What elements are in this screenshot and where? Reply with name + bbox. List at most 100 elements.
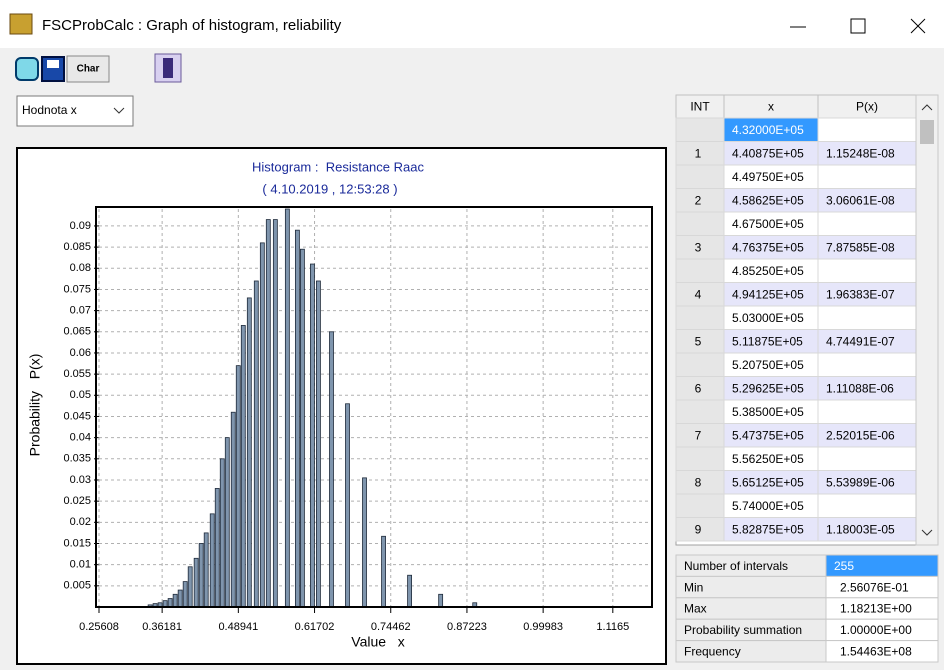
- scroll-down[interactable]: [921, 529, 933, 536]
- scrollbar-thumb[interactable]: [920, 120, 934, 144]
- scrollbar[interactable]: [915, 94, 939, 546]
- close-button[interactable]: [910, 18, 926, 34]
- summary-label: Frequency: [684, 644, 741, 658]
- table-cell-text: 5.20750E+05: [732, 358, 804, 372]
- x-tick-label: 0.74462: [371, 621, 411, 633]
- table-header: x: [768, 100, 774, 114]
- chart-title: Histogram : Resistance Raac: [252, 159, 424, 174]
- table-cell-text: 9: [695, 522, 702, 536]
- table-cell: [817, 399, 917, 424]
- y-tick-label: 0.01: [70, 559, 91, 571]
- table-cell-text: 4.94125E+05: [732, 287, 804, 301]
- y-tick-label: 0.04: [70, 432, 91, 444]
- x-tick-label: 1.1165: [596, 621, 629, 633]
- bar: [172, 593, 178, 608]
- table-cell-text: 5.38500E+05: [732, 405, 804, 419]
- bar: [177, 589, 183, 608]
- x-tick-label: 0.87223: [447, 621, 487, 633]
- summary-value: 2.56076E-01: [840, 580, 909, 594]
- bar: [300, 248, 305, 608]
- window-title: FSCProbCalc : Graph of histogram, reliab…: [42, 17, 342, 34]
- y-tick-label: 0.075: [63, 283, 91, 295]
- dropdown-value: Hodnota x: [22, 103, 77, 117]
- y-tick-label: 0.015: [63, 537, 91, 549]
- table-cell-text: 4.49750E+05: [732, 170, 804, 184]
- bar: [187, 566, 193, 608]
- table-cell: [817, 211, 917, 236]
- table-cell: [675, 493, 725, 518]
- open-button[interactable]: [15, 57, 39, 81]
- bar: [235, 365, 241, 608]
- y-tick-label: 0.08: [70, 262, 91, 274]
- table-cell-text: 1: [695, 146, 702, 160]
- char-button[interactable]: [66, 55, 110, 83]
- y-tick-label: 0.065: [63, 326, 91, 338]
- chart-panel: [16, 147, 667, 665]
- y-tick-label: 0.07: [70, 305, 91, 317]
- y-tick-label: 0.09: [70, 220, 91, 232]
- bar: [224, 437, 230, 608]
- bar: [219, 458, 225, 608]
- table-header: INT: [690, 100, 710, 114]
- plot-frame: [95, 206, 653, 608]
- bar: [345, 403, 350, 608]
- table-cell: [817, 352, 917, 377]
- table-cell-text: 4.85250E+05: [732, 264, 804, 278]
- table-cell-text: 4.40875E+05: [732, 146, 804, 160]
- app-icon: [9, 13, 33, 35]
- table-cell-text: 8: [695, 475, 702, 489]
- y-tick-label: 0.045: [63, 410, 91, 422]
- table-cell-text: 5.53989E-06: [826, 475, 895, 489]
- x-tick-label: 0.36181: [142, 621, 182, 633]
- bar: [265, 219, 271, 608]
- table-cell-text: 4: [695, 287, 702, 301]
- maximize-button[interactable]: [850, 18, 866, 34]
- table-cell-text: 5.74000E+05: [732, 499, 804, 513]
- table-cell-text: 4.76375E+05: [732, 240, 804, 254]
- table-cell-text: 1.15248E-08: [826, 146, 895, 160]
- table-cell-text: 1.18003E-05: [826, 522, 895, 536]
- chart-icon: [163, 58, 173, 78]
- dropdown-arrow: [113, 107, 125, 114]
- table-cell-text: 7.87585E-08: [826, 240, 895, 254]
- x-tick-label: 0.61702: [295, 621, 335, 633]
- summary-label: Min: [684, 580, 703, 594]
- table-cell: [675, 352, 725, 377]
- table-cell: [817, 446, 917, 471]
- table-cell-text: 5.65125E+05: [732, 475, 804, 489]
- summary-value: 1.18213E+00: [840, 602, 912, 616]
- char-button-label: Char: [77, 64, 100, 75]
- y-tick-label: 0.035: [63, 453, 91, 465]
- table-cell-text: 5: [695, 334, 702, 348]
- summary-value: 255: [834, 559, 854, 573]
- table-cell: [675, 211, 725, 236]
- scroll-up[interactable]: [921, 104, 933, 111]
- table-cell-text: 5.47375E+05: [732, 428, 804, 442]
- table-cell: [675, 117, 725, 142]
- bar: [316, 280, 321, 608]
- bar: [310, 263, 315, 608]
- bar: [193, 557, 199, 608]
- y-axis-label: Probability P(x): [27, 354, 43, 457]
- y-tick-label: 0.06: [70, 347, 91, 359]
- bar: [240, 325, 246, 608]
- y-tick-label: 0.03: [70, 474, 91, 486]
- y-tick-label: 0.055: [63, 368, 91, 380]
- table-cell-text: 5.56250E+05: [732, 452, 804, 466]
- bar: [272, 219, 278, 608]
- y-tick-label: 0.02: [70, 516, 91, 528]
- table-cell: [817, 305, 917, 330]
- table-cell-text: 5.29625E+05: [732, 381, 804, 395]
- bar: [167, 598, 173, 608]
- table-cell-text: 7: [695, 428, 702, 442]
- bar: [246, 297, 252, 608]
- table-cell: [675, 258, 725, 283]
- table-cell: [675, 305, 725, 330]
- table-cell-text: 4.74491E-07: [826, 334, 895, 348]
- x-tick-label: 0.25608: [79, 621, 119, 633]
- bar: [182, 581, 188, 608]
- dropdown[interactable]: [16, 95, 134, 127]
- bar: [362, 477, 367, 608]
- x-axis-label: Value x: [351, 634, 404, 650]
